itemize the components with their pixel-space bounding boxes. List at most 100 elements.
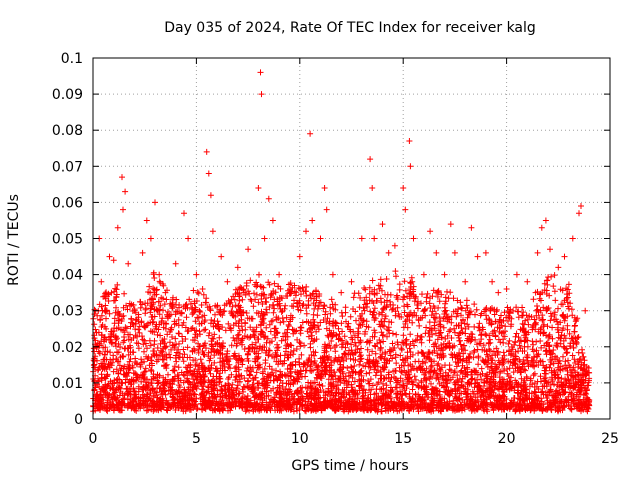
data-point xyxy=(387,378,394,385)
data-point xyxy=(123,302,130,309)
data-point xyxy=(175,364,182,371)
data-point xyxy=(382,291,388,298)
data-point xyxy=(361,307,368,314)
data-point xyxy=(210,335,217,342)
data-point xyxy=(402,338,409,344)
data-point xyxy=(504,370,511,377)
data-point xyxy=(248,401,255,408)
data-point xyxy=(169,334,175,340)
data-point xyxy=(378,408,385,415)
data-point xyxy=(430,287,437,294)
data-point xyxy=(579,372,586,379)
data-point xyxy=(524,343,531,350)
data-point xyxy=(404,324,411,331)
data-point xyxy=(148,368,155,374)
data-point xyxy=(171,367,177,374)
data-point xyxy=(371,366,378,373)
data-point xyxy=(487,381,494,388)
data-point xyxy=(184,368,191,375)
data-point xyxy=(236,327,243,334)
data-point xyxy=(184,398,191,405)
data-point xyxy=(112,285,119,292)
data-point xyxy=(298,291,304,298)
data-point xyxy=(340,406,346,413)
data-point xyxy=(267,328,274,335)
data-point xyxy=(179,333,186,340)
data-point xyxy=(424,403,431,410)
data-point xyxy=(439,396,446,403)
data-point xyxy=(114,379,121,386)
data-point xyxy=(507,381,514,388)
data-point xyxy=(361,297,368,304)
data-point xyxy=(384,357,391,364)
data-point xyxy=(565,376,572,383)
data-point xyxy=(308,352,315,358)
data-point xyxy=(143,407,150,414)
data-point xyxy=(317,319,324,326)
data-point xyxy=(327,403,333,409)
data-point xyxy=(103,373,110,380)
data-point xyxy=(516,337,523,344)
data-point xyxy=(478,376,485,383)
data-point xyxy=(228,327,235,334)
data-point xyxy=(538,404,545,411)
data-point xyxy=(277,319,284,326)
data-point xyxy=(271,305,278,312)
data-point xyxy=(252,328,259,335)
data-point xyxy=(108,289,115,296)
data-point xyxy=(467,308,474,315)
data-point xyxy=(250,387,257,393)
data-point xyxy=(258,292,265,299)
data-point xyxy=(321,367,328,374)
data-point xyxy=(295,387,301,394)
data-point xyxy=(262,357,269,364)
data-point xyxy=(157,332,164,339)
data-point xyxy=(226,361,233,368)
data-point xyxy=(480,399,487,406)
data-point xyxy=(102,302,109,309)
data-point xyxy=(464,366,471,373)
data-point xyxy=(402,320,409,327)
data-point xyxy=(100,338,107,345)
data-point xyxy=(427,364,434,370)
data-point xyxy=(154,345,161,351)
data-point xyxy=(431,358,437,365)
data-point xyxy=(532,326,539,333)
data-point xyxy=(272,325,279,332)
data-point xyxy=(522,329,529,336)
data-point xyxy=(306,326,313,333)
data-point xyxy=(151,291,158,298)
data-point xyxy=(378,355,385,362)
data-point xyxy=(483,378,490,385)
data-point xyxy=(363,318,370,325)
data-point xyxy=(551,394,558,401)
data-point xyxy=(571,356,578,363)
data-point xyxy=(494,350,501,356)
data-point xyxy=(274,296,281,303)
data-point xyxy=(454,372,461,379)
data-point xyxy=(357,315,364,322)
data-point xyxy=(274,347,281,354)
data-point xyxy=(117,354,124,361)
data-point xyxy=(347,313,354,320)
data-point xyxy=(292,361,299,368)
data-point xyxy=(254,400,261,407)
data-point xyxy=(402,359,409,366)
data-point xyxy=(155,298,162,305)
data-point xyxy=(309,291,316,298)
data-point xyxy=(164,401,171,408)
data-point xyxy=(378,329,385,336)
data-point xyxy=(135,340,142,347)
data-point xyxy=(243,280,250,286)
data-point xyxy=(107,360,114,367)
data-point xyxy=(271,377,277,384)
data-point xyxy=(164,331,171,338)
data-point xyxy=(236,376,243,383)
data-point xyxy=(173,296,180,303)
data-point xyxy=(434,362,441,369)
data-point xyxy=(366,339,373,346)
data-point xyxy=(520,325,527,332)
data-point xyxy=(201,351,208,358)
data-point xyxy=(254,355,261,362)
data-point xyxy=(400,383,407,389)
